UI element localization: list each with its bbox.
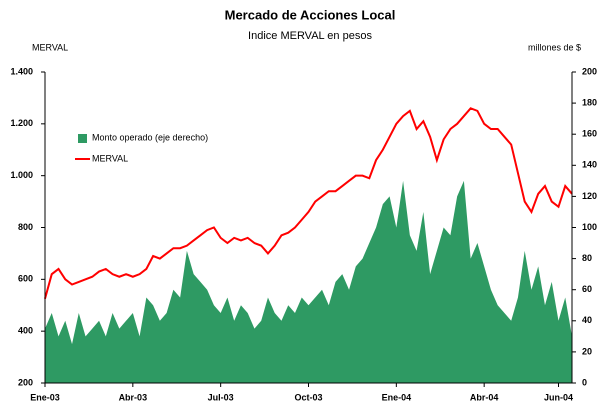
y-tick-label: 1.000 xyxy=(10,170,33,180)
y-tick-label: 1.400 xyxy=(10,66,33,76)
y2-tick-label: 120 xyxy=(582,191,597,201)
chart-title: Mercado de Acciones Local xyxy=(225,7,396,22)
y2-tick-label: 180 xyxy=(582,97,597,107)
x-tick-label: Ene-03 xyxy=(30,392,60,402)
y-tick-label: 800 xyxy=(18,222,33,232)
volume-area xyxy=(45,180,572,383)
y2-axis-label: millones de $ xyxy=(528,42,581,52)
y2-tick-label: 0 xyxy=(582,377,587,387)
y-tick-label: 1.200 xyxy=(10,118,33,128)
legend-label: Monto operado (eje derecho) xyxy=(92,132,208,142)
y2-tick-label: 160 xyxy=(582,129,597,139)
x-tick-label: Jul-03 xyxy=(208,392,234,402)
merval-line xyxy=(44,107,573,300)
y2-tick-label: 200 xyxy=(582,66,597,76)
legend-label: MERVAL xyxy=(92,153,128,163)
legend-swatch xyxy=(78,134,87,143)
y2-tick-label: 100 xyxy=(582,222,597,232)
y2-tick-label: 60 xyxy=(582,284,592,294)
y2-tick-label: 140 xyxy=(582,160,597,170)
x-tick-label: Abr-04 xyxy=(470,392,499,402)
y2-tick-label: 80 xyxy=(582,253,592,263)
y2-tick-label: 20 xyxy=(582,346,592,356)
y2-tick-label: 40 xyxy=(582,315,592,325)
y-tick-label: 600 xyxy=(18,274,33,284)
y-tick-label: 200 xyxy=(18,377,33,387)
x-tick-label: Oct-03 xyxy=(294,392,322,402)
y-axis-label: MERVAL xyxy=(32,42,68,52)
x-tick-label: Ene-04 xyxy=(382,392,412,402)
x-tick-label: Abr-03 xyxy=(119,392,148,402)
y-tick-label: 400 xyxy=(18,326,33,336)
x-tick-label: Jun-04 xyxy=(544,392,573,402)
chart-subtitle: Indice MERVAL en pesos xyxy=(248,30,372,42)
